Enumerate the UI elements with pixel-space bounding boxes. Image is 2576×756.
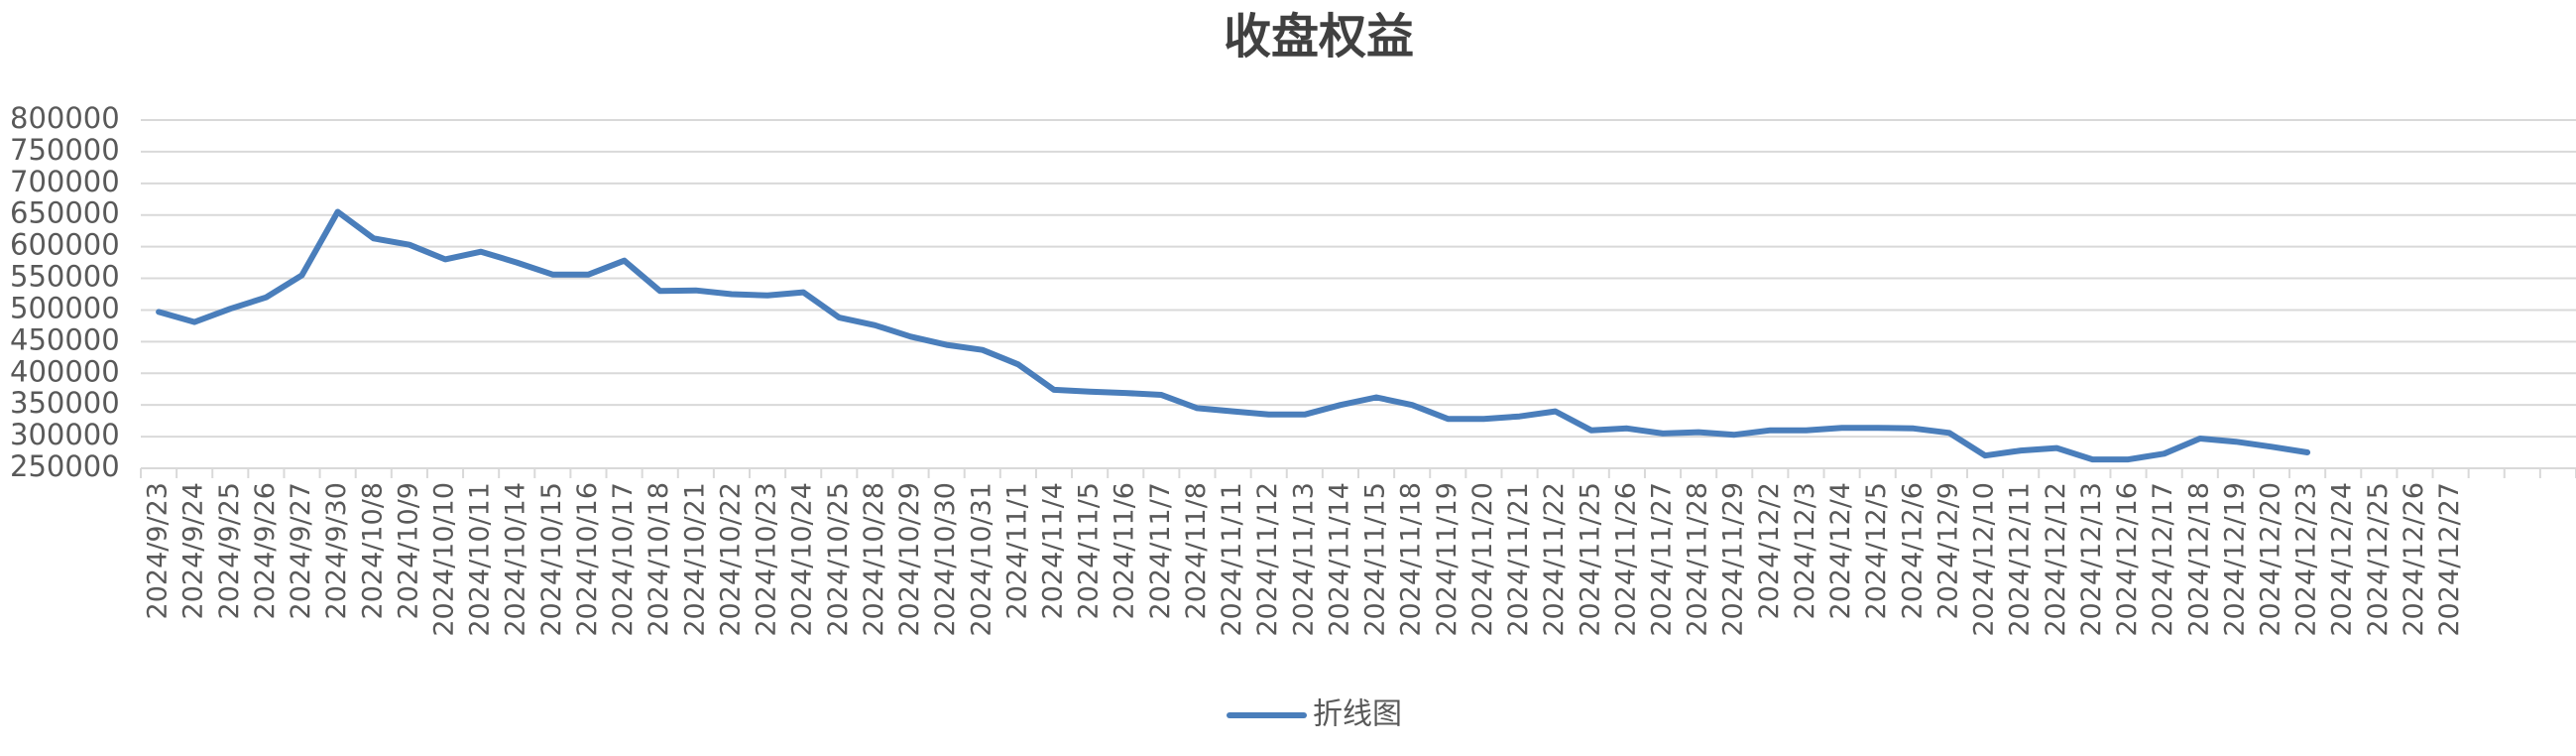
y-tick-label: 800000: [10, 101, 120, 135]
legend-label: 折线图: [1313, 697, 1402, 732]
x-tick-label: 2024/12/3: [1790, 482, 1820, 619]
x-tick-label: 2024/12/13: [2076, 482, 2107, 637]
x-tick-label: 2024/11/28: [1683, 482, 1713, 637]
y-tick-label: 650000: [10, 196, 120, 230]
y-tick-label: 600000: [10, 228, 120, 262]
x-tick-label: 2024/12/2: [1754, 482, 1785, 619]
x-tick-label: 2024/12/17: [2148, 482, 2178, 637]
x-tick-label: 2024/12/5: [1861, 482, 1892, 619]
x-tick-label: 2024/10/23: [752, 482, 782, 637]
x-tick-label: 2024/12/4: [1825, 482, 1856, 619]
x-tick-label: 2024/11/8: [1181, 482, 1212, 619]
y-tick-label: 550000: [10, 260, 120, 294]
y-tick-label: 500000: [10, 291, 120, 324]
x-tick-label: 2024/10/11: [465, 482, 496, 637]
x-tick-label: 2024/10/8: [357, 482, 388, 619]
y-tick-label: 750000: [10, 133, 120, 167]
x-tick-label: 2024/10/22: [715, 482, 746, 637]
x-tick-label: 2024/9/24: [178, 482, 209, 619]
x-tick-label: 2024/12/11: [2005, 482, 2036, 637]
x-tick-label: 2024/10/30: [930, 482, 961, 637]
y-tick-label: 450000: [10, 322, 120, 356]
x-tick-label: 2024/10/17: [608, 482, 639, 637]
x-tick-label: 2024/10/9: [393, 482, 423, 619]
x-tick-label: 2024/9/26: [250, 482, 281, 619]
x-tick-label: 2024/12/16: [2112, 482, 2143, 637]
x-tick-label: 2024/12/27: [2434, 482, 2465, 637]
x-tick-label: 2024/12/10: [1969, 482, 2000, 637]
x-tick-label: 2024/12/26: [2399, 482, 2429, 637]
x-tick-label: 2024/10/28: [859, 482, 889, 637]
y-tick-label: 300000: [10, 418, 120, 451]
y-tick-label: 700000: [10, 165, 120, 198]
x-tick-label: 2024/10/21: [679, 482, 710, 637]
x-tick-label: 2024/11/6: [1110, 482, 1140, 619]
x-tick-label: 2024/9/25: [214, 482, 245, 619]
x-tick-label: 2024/11/5: [1074, 482, 1105, 619]
x-tick-label: 2024/12/18: [2183, 482, 2214, 637]
line: [156, 208, 2311, 463]
x-tick-label: 2024/9/23: [143, 482, 174, 619]
x-tick-label: 2024/10/31: [966, 482, 996, 637]
x-tick-label: 2024/11/29: [1718, 482, 1749, 637]
x-tick-label: 2024/11/1: [1001, 482, 1032, 619]
x-tick-label: 2024/12/25: [2363, 482, 2394, 637]
x-tick-label: 2024/11/4: [1038, 482, 1069, 619]
x-tick-label: 2024/11/15: [1360, 482, 1391, 637]
x-tick-label: 2024/10/25: [823, 482, 854, 637]
x-tick-label: 2024/9/30: [321, 482, 352, 619]
x-tick-label: 2024/11/20: [1467, 482, 1498, 637]
x-tick-label: 2024/12/19: [2219, 482, 2250, 637]
x-tick-label: 2024/12/24: [2327, 482, 2358, 637]
x-tick-label: 2024/11/12: [1252, 482, 1283, 637]
x-tick-label: 2024/11/19: [1432, 482, 1463, 637]
x-tick-label: 2024/11/26: [1610, 482, 1641, 637]
x-tick-label: 2024/12/6: [1897, 482, 1928, 619]
x-tick-label: 2024/10/15: [536, 482, 567, 637]
x-tick-label: 2024/9/27: [286, 482, 316, 619]
x-tick-label: 2024/10/24: [787, 482, 818, 637]
x-tick-label: 2024/11/18: [1396, 482, 1427, 637]
x-tick-label: 2024/11/22: [1539, 482, 1570, 637]
x-tick-label: 2024/12/9: [1932, 482, 1963, 619]
x-tick-label: 2024/12/12: [2041, 482, 2071, 637]
x-tick-label: 2024/10/29: [894, 482, 925, 637]
x-tick-label: 2024/11/11: [1217, 482, 1247, 637]
y-tick-label: 250000: [10, 449, 120, 483]
x-tick-label: 2024/12/23: [2291, 482, 2322, 637]
x-tick-label: 2024/11/27: [1647, 482, 1678, 637]
x-tick-label: 2024/10/10: [429, 482, 460, 637]
x-tick-label: 2024/10/18: [644, 482, 674, 637]
x-tick-label: 2024/11/13: [1288, 482, 1319, 637]
x-tick-label: 2024/10/16: [572, 482, 603, 637]
x-tick-label: 2024/11/14: [1324, 482, 1354, 637]
x-tick-label: 2024/11/21: [1503, 482, 1534, 637]
chart-title: 收盘权益: [1224, 9, 1414, 64]
y-tick-label: 400000: [10, 354, 120, 388]
x-tick-label: 2024/10/14: [501, 482, 531, 637]
y-tick-label: 350000: [10, 386, 120, 420]
x-tick-label: 2024/11/7: [1145, 482, 1176, 619]
x-tick-label: 2024/12/20: [2256, 482, 2286, 637]
x-tick-label: 2024/11/25: [1575, 482, 1605, 637]
